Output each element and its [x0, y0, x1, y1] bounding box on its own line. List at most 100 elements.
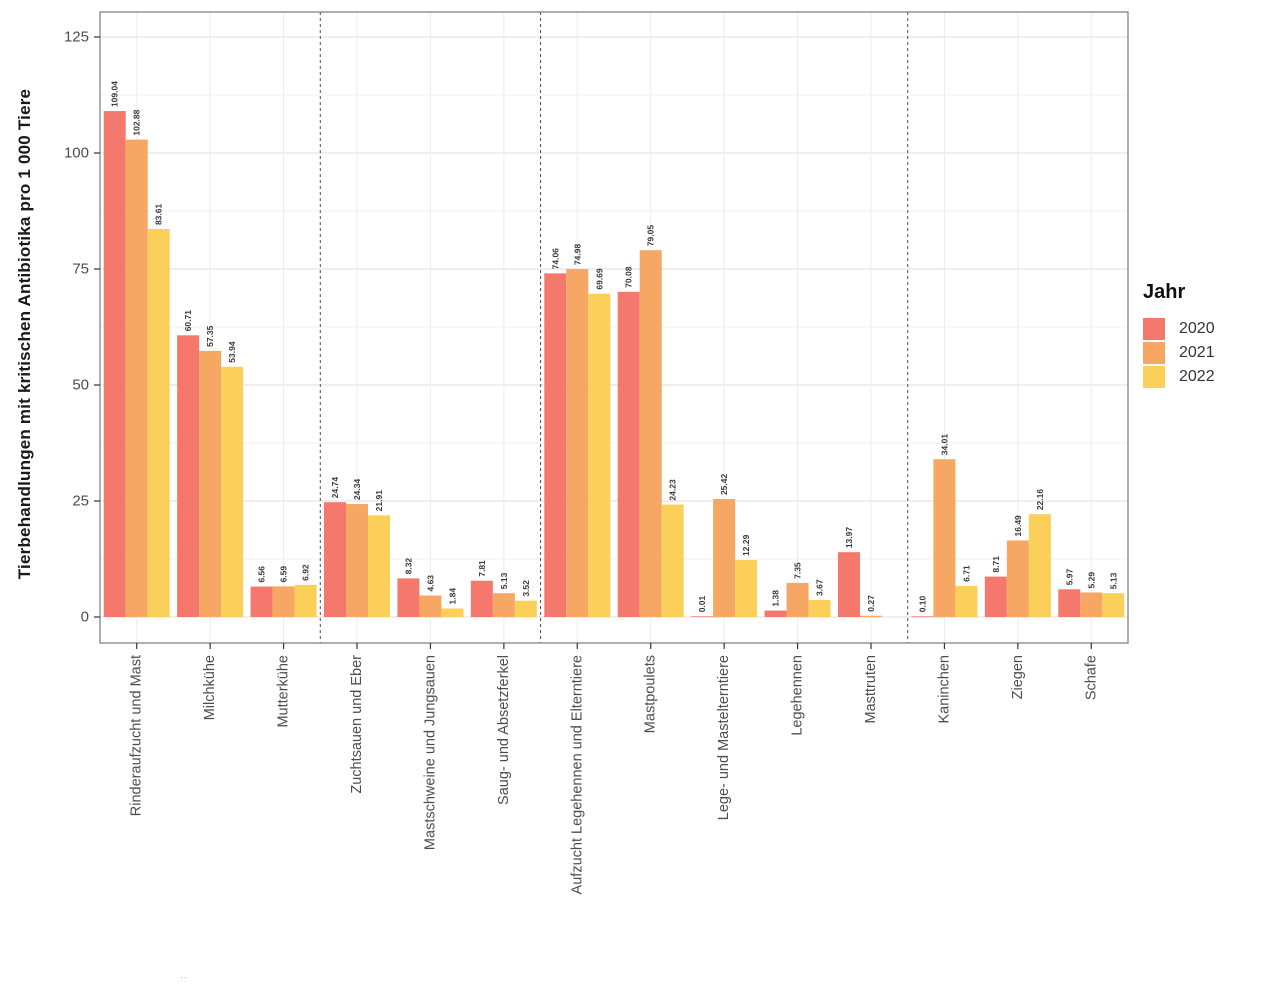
- legend-label: 2022: [1179, 368, 1215, 385]
- y-tick-label: 50: [72, 377, 89, 394]
- bar-2022-1: [147, 229, 170, 617]
- bar-2022-4: [368, 515, 390, 617]
- x-tick-label: Masttruten: [863, 655, 879, 724]
- bar-value-label: 5.29: [1086, 572, 1096, 589]
- bar-value-label: 13.97: [844, 527, 854, 549]
- y-tick-label: 0: [81, 609, 89, 626]
- bar-2022-6: [514, 600, 537, 617]
- bar-value-label: 0.01: [697, 595, 707, 612]
- bar-value-label: 6.56: [257, 566, 267, 583]
- bar-2022-2: [221, 366, 244, 617]
- x-tick-label: Saug- und Absetzferkel: [496, 655, 512, 805]
- legend-row-2020: 2020: [1143, 318, 1215, 340]
- bar-value-label: 12.29: [741, 534, 751, 556]
- bar-2022-5: [441, 608, 464, 617]
- x-tick-label: Aufzucht Legehennen und Elterntiere: [569, 655, 585, 894]
- bar-value-label: 6.71: [961, 565, 971, 582]
- bar-2020-3: [250, 586, 273, 617]
- bar-2021-14: [1080, 592, 1103, 617]
- legend-swatch-2021: [1143, 342, 1165, 364]
- bar-2021-10: [786, 582, 809, 617]
- legend-row-2022: 2022: [1143, 366, 1215, 388]
- bar-2020-7: [544, 273, 567, 617]
- bar-2022-3: [294, 584, 317, 617]
- bar-value-label: 79.05: [646, 225, 656, 247]
- bar-2021-4: [346, 504, 368, 617]
- legend-title: Jahr: [1143, 281, 1186, 303]
- bar-value-label: 83.61: [154, 204, 164, 226]
- bar-value-label: 25.42: [719, 474, 729, 496]
- bar-2021-3: [272, 586, 295, 617]
- bar-2021-2: [199, 350, 222, 617]
- bar-value-label: 5.13: [499, 572, 509, 589]
- y-tick-label: 25: [72, 493, 89, 510]
- y-tick-label: 100: [64, 145, 89, 162]
- bar-2021-11: [860, 615, 882, 617]
- legend-label: 2021: [1179, 344, 1215, 361]
- bar-value-label: 0.27: [866, 595, 876, 612]
- bar-value-label: 57.35: [205, 325, 215, 347]
- bar-2022-12: [955, 585, 978, 617]
- x-tick-label: Zuchtsauen und Eber: [349, 655, 365, 794]
- bar-2020-2: [177, 335, 200, 617]
- bar-value-label: 5.97: [1064, 568, 1074, 585]
- bar-2020-13: [984, 576, 1007, 617]
- bar-value-label: 70.08: [624, 266, 634, 288]
- bar-2020-1: [103, 111, 126, 618]
- bar-value-label: 6.92: [301, 564, 311, 581]
- bar-2022-8: [661, 504, 684, 617]
- bar-2022-14: [1102, 593, 1125, 617]
- bar-2020-8: [617, 291, 640, 617]
- bar-2022-13: [1028, 514, 1051, 617]
- bar-value-label: 4.63: [425, 575, 435, 592]
- bar-2020-6: [470, 580, 493, 617]
- bar-value-label: 16.49: [1013, 515, 1023, 537]
- bar-2020-9: [691, 616, 714, 617]
- x-tick-label: Mastschweine und Jungsauen: [422, 655, 438, 850]
- panel-border: [99, 11, 1129, 644]
- bar-2021-6: [492, 593, 515, 617]
- bar-2020-11: [838, 552, 860, 617]
- bar-value-label: 3.52: [521, 580, 531, 597]
- stray-mark-artifact: ··: [180, 972, 188, 982]
- bar-value-label: 109.04: [110, 81, 120, 107]
- legend-rows: 2020 2021 2022: [1143, 318, 1215, 388]
- bar-2020-14: [1058, 589, 1081, 617]
- bar-2021-13: [1006, 540, 1029, 617]
- bar-2020-12: [911, 616, 934, 617]
- x-tick-label: Ziegen: [1010, 655, 1026, 699]
- legend-row-2021: 2021: [1143, 342, 1215, 364]
- legend-swatch-2020: [1143, 318, 1165, 340]
- x-tick-label: Schafe: [1083, 655, 1099, 700]
- bar-value-label: 5.13: [1108, 572, 1118, 589]
- bar-value-label: 7.35: [793, 562, 803, 579]
- bar-2022-10: [808, 599, 831, 617]
- legend: Jahr 2020 2021 2022: [1143, 281, 1215, 388]
- bar-2020-10: [764, 610, 787, 617]
- bar-value-label: 24.74: [330, 477, 340, 499]
- x-tick-label: Rinderaufzucht und Mast: [129, 655, 145, 816]
- bar-2021-8: [639, 250, 662, 617]
- x-tick-label: Milchkühe: [202, 655, 218, 720]
- x-tick-label: Mutterkühe: [276, 655, 292, 728]
- bar-value-label: 74.06: [550, 248, 560, 270]
- x-tick-label: Mastpoulets: [643, 655, 659, 733]
- y-tick-label: 125: [64, 29, 89, 46]
- bar-2021-5: [419, 595, 442, 617]
- bar-value-label: 21.91: [374, 490, 384, 512]
- legend-swatch-2022: [1143, 366, 1165, 388]
- bar-value-label: 53.94: [227, 341, 237, 363]
- bar-value-label: 22.16: [1035, 489, 1045, 511]
- bar-value-label: 6.59: [279, 566, 289, 583]
- bar-value-label: 1.84: [447, 588, 457, 605]
- bar-2022-9: [735, 559, 758, 617]
- bar-value-label: 69.69: [594, 268, 604, 290]
- bar-value-label: 60.71: [183, 310, 193, 332]
- bar-value-label: 3.67: [815, 579, 825, 596]
- bar-value-label: 7.81: [477, 560, 487, 577]
- bar-2021-7: [566, 269, 589, 617]
- bar-value-label: 24.23: [668, 479, 678, 501]
- legend-label: 2020: [1179, 320, 1215, 337]
- bar-value-label: 8.32: [403, 558, 413, 575]
